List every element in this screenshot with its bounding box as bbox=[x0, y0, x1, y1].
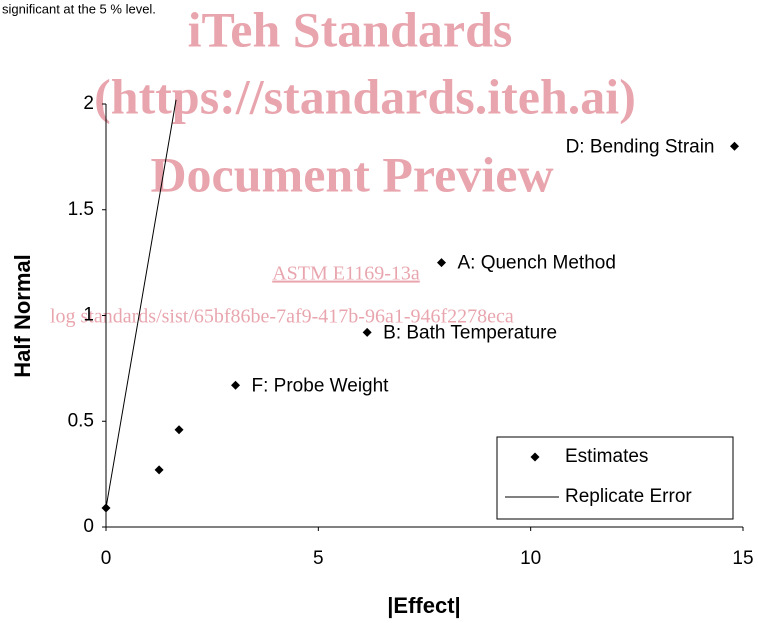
point bbox=[436, 258, 446, 268]
y-tick-label: 2 bbox=[83, 93, 94, 114]
point bbox=[174, 425, 184, 435]
watermark: Document Preview bbox=[150, 146, 553, 202]
point-label: D: Bending Strain bbox=[566, 136, 715, 157]
point bbox=[101, 503, 111, 513]
x-axis-title: |Effect| bbox=[387, 593, 460, 618]
page-text: significant at the 5 % level. bbox=[2, 1, 156, 16]
x-tick-label: 0 bbox=[101, 548, 112, 569]
legend-marker bbox=[530, 452, 540, 462]
line bbox=[105, 99, 177, 509]
watermark: (https://standards.iteh.ai) bbox=[94, 68, 636, 124]
watermark: log standards/sist/65bf86be-7af9-417b-96… bbox=[50, 306, 514, 328]
y-tick-label: 1 bbox=[83, 305, 94, 326]
legend-label: Replicate Error bbox=[565, 486, 692, 507]
point bbox=[154, 465, 164, 475]
point-label: A: Quench Method bbox=[457, 253, 615, 274]
y-axis-title: Half Normal bbox=[10, 254, 35, 377]
x-tick-label: 5 bbox=[313, 548, 324, 569]
point bbox=[362, 327, 372, 337]
x-tick-label: 10 bbox=[520, 548, 541, 569]
y-tick-label: 0.5 bbox=[68, 410, 94, 431]
y-tick-label: 1.5 bbox=[68, 199, 94, 220]
legend-label: Estimates bbox=[565, 446, 648, 467]
legend-box bbox=[496, 436, 734, 520]
point bbox=[730, 141, 740, 151]
x-tick-label: 15 bbox=[732, 548, 753, 569]
watermark: ASTM E1169-13a bbox=[272, 263, 420, 285]
point-label: B: Bath Temperature bbox=[383, 322, 557, 343]
y-tick-label: 0 bbox=[83, 516, 94, 537]
point-label: F: Probe Weight bbox=[252, 375, 390, 396]
watermark: iTeh Standards bbox=[188, 1, 513, 57]
point bbox=[231, 380, 241, 390]
